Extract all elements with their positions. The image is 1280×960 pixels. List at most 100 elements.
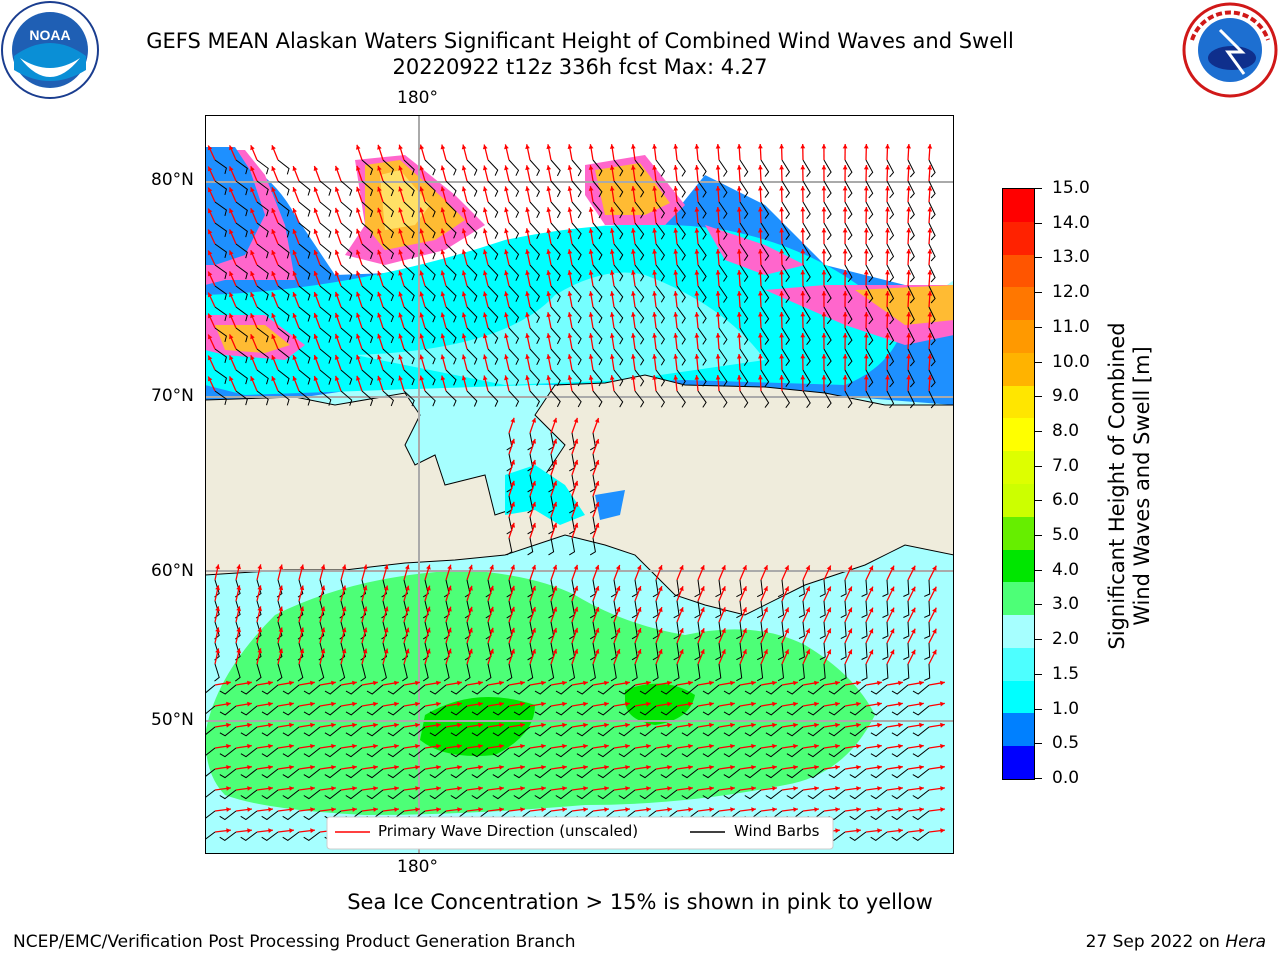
wave-arrow-head: [271, 376, 276, 382]
lat-label-60: 60°N: [151, 561, 194, 581]
wind-barb: [282, 705, 300, 716]
wave-arrow-head: [594, 607, 600, 612]
wind-barb: [718, 222, 728, 240]
wave-arrow-head: [552, 480, 558, 486]
wave-arrow-head: [208, 229, 213, 235]
wind-barb: [807, 726, 825, 737]
wave-arrow-head: [278, 606, 284, 612]
wind-barb: [660, 726, 678, 737]
wind-barb: [739, 306, 749, 324]
wind-barb: [508, 264, 520, 281]
wind-barb: [928, 369, 936, 388]
wind-barb: [261, 705, 279, 716]
wave-arrow-head: [583, 807, 588, 812]
wave-arrow-head: [758, 186, 763, 191]
wind-barb: [381, 621, 387, 640]
colorbar-segment: [1003, 385, 1034, 419]
wind-barb: [655, 390, 666, 408]
wind-barb: [786, 789, 804, 800]
wind-barb: [576, 747, 594, 758]
wave-arrow-head: [932, 565, 937, 571]
wave-arrow-head: [482, 228, 488, 234]
wind-barb: [513, 684, 531, 695]
wind-barb: [360, 600, 367, 619]
wind-barb: [256, 285, 269, 301]
wind-barb: [844, 348, 853, 367]
wind-barb: [760, 264, 770, 282]
wave-arrow-head: [215, 648, 220, 654]
wave-arrow-head: [730, 807, 735, 812]
wave-arrow-head: [758, 291, 763, 296]
wave-arrow-head: [863, 291, 869, 296]
wind-barb: [576, 705, 594, 716]
wind-barb: [235, 159, 248, 175]
wind-barb: [571, 306, 582, 324]
wave-arrow-head: [310, 786, 315, 791]
wave-arrow-head: [468, 648, 473, 654]
wave-arrow-head: [911, 607, 916, 613]
wind-barb: [450, 789, 468, 800]
wave-arrow-head: [842, 375, 848, 380]
wave-arrow-head: [482, 270, 488, 276]
wave-arrow-head: [673, 270, 679, 275]
wind-barb: [592, 201, 603, 219]
colorbar-segment: [1003, 188, 1034, 222]
wave-arrow-head: [482, 333, 488, 339]
wave-arrow-head: [919, 828, 924, 833]
wind-barb: [324, 789, 342, 800]
wind-barb: [597, 747, 615, 758]
wave-arrow-head: [289, 722, 294, 728]
wind-barb: [865, 243, 874, 262]
wind-barb: [240, 810, 258, 821]
wind-barb: [844, 306, 853, 325]
wind-barb: [235, 327, 248, 343]
wave-arrow-head: [289, 807, 294, 812]
wind-barb: [513, 789, 531, 800]
wind-barb: [736, 642, 743, 661]
wave-arrow-head: [226, 786, 231, 791]
wind-barb: [339, 600, 346, 619]
wave-arrow-head: [805, 565, 810, 571]
wind-barb: [739, 327, 749, 345]
wave-arrow-head: [562, 786, 567, 791]
wave-arrow-head: [730, 722, 735, 728]
wave-arrow-head: [742, 586, 747, 592]
wind-barb: [592, 264, 603, 282]
wave-arrow-head: [440, 186, 446, 192]
wind-barb: [760, 222, 770, 240]
wind-barb: [445, 327, 457, 344]
wave-arrow-head: [898, 743, 903, 749]
wave-arrow-head: [440, 207, 446, 213]
wave-arrow-head: [842, 144, 848, 149]
wave-arrow-head: [215, 606, 220, 612]
wind-barb: [744, 747, 762, 758]
wind-barb: [613, 285, 624, 303]
wave-arrow-head: [552, 417, 558, 423]
wind-barb: [702, 768, 720, 779]
wave-arrow-head: [468, 564, 473, 570]
wind-barb: [618, 789, 636, 800]
wave-arrow-head: [394, 680, 399, 686]
legend-wave-direction-label: Primary Wave Direction (unscaled): [378, 822, 639, 840]
wave-arrow-head: [398, 354, 403, 360]
wave-arrow-head: [658, 565, 663, 571]
wind-barb: [592, 327, 603, 345]
wind-barb: [277, 306, 290, 322]
wave-arrow-head: [631, 144, 636, 149]
wave-arrow-head: [835, 680, 840, 686]
wind-barb: [318, 621, 325, 640]
wave-arrow-head: [208, 313, 213, 319]
wind-barb: [924, 642, 931, 660]
wind-barb: [361, 222, 374, 239]
wave-arrow-head: [826, 586, 832, 592]
wave-arrow-head: [546, 312, 552, 318]
colorbar-tick-label: 9.0: [1052, 386, 1080, 407]
wave-arrow-head: [721, 607, 726, 613]
wave-arrow-head: [546, 144, 552, 150]
wave-arrow-head: [694, 165, 700, 170]
wave-arrow-head: [461, 165, 467, 171]
wind-barb: [723, 768, 741, 779]
wave-arrow-head: [609, 375, 615, 380]
wave-arrow-head: [415, 765, 420, 770]
wave-arrow-head: [440, 375, 446, 381]
